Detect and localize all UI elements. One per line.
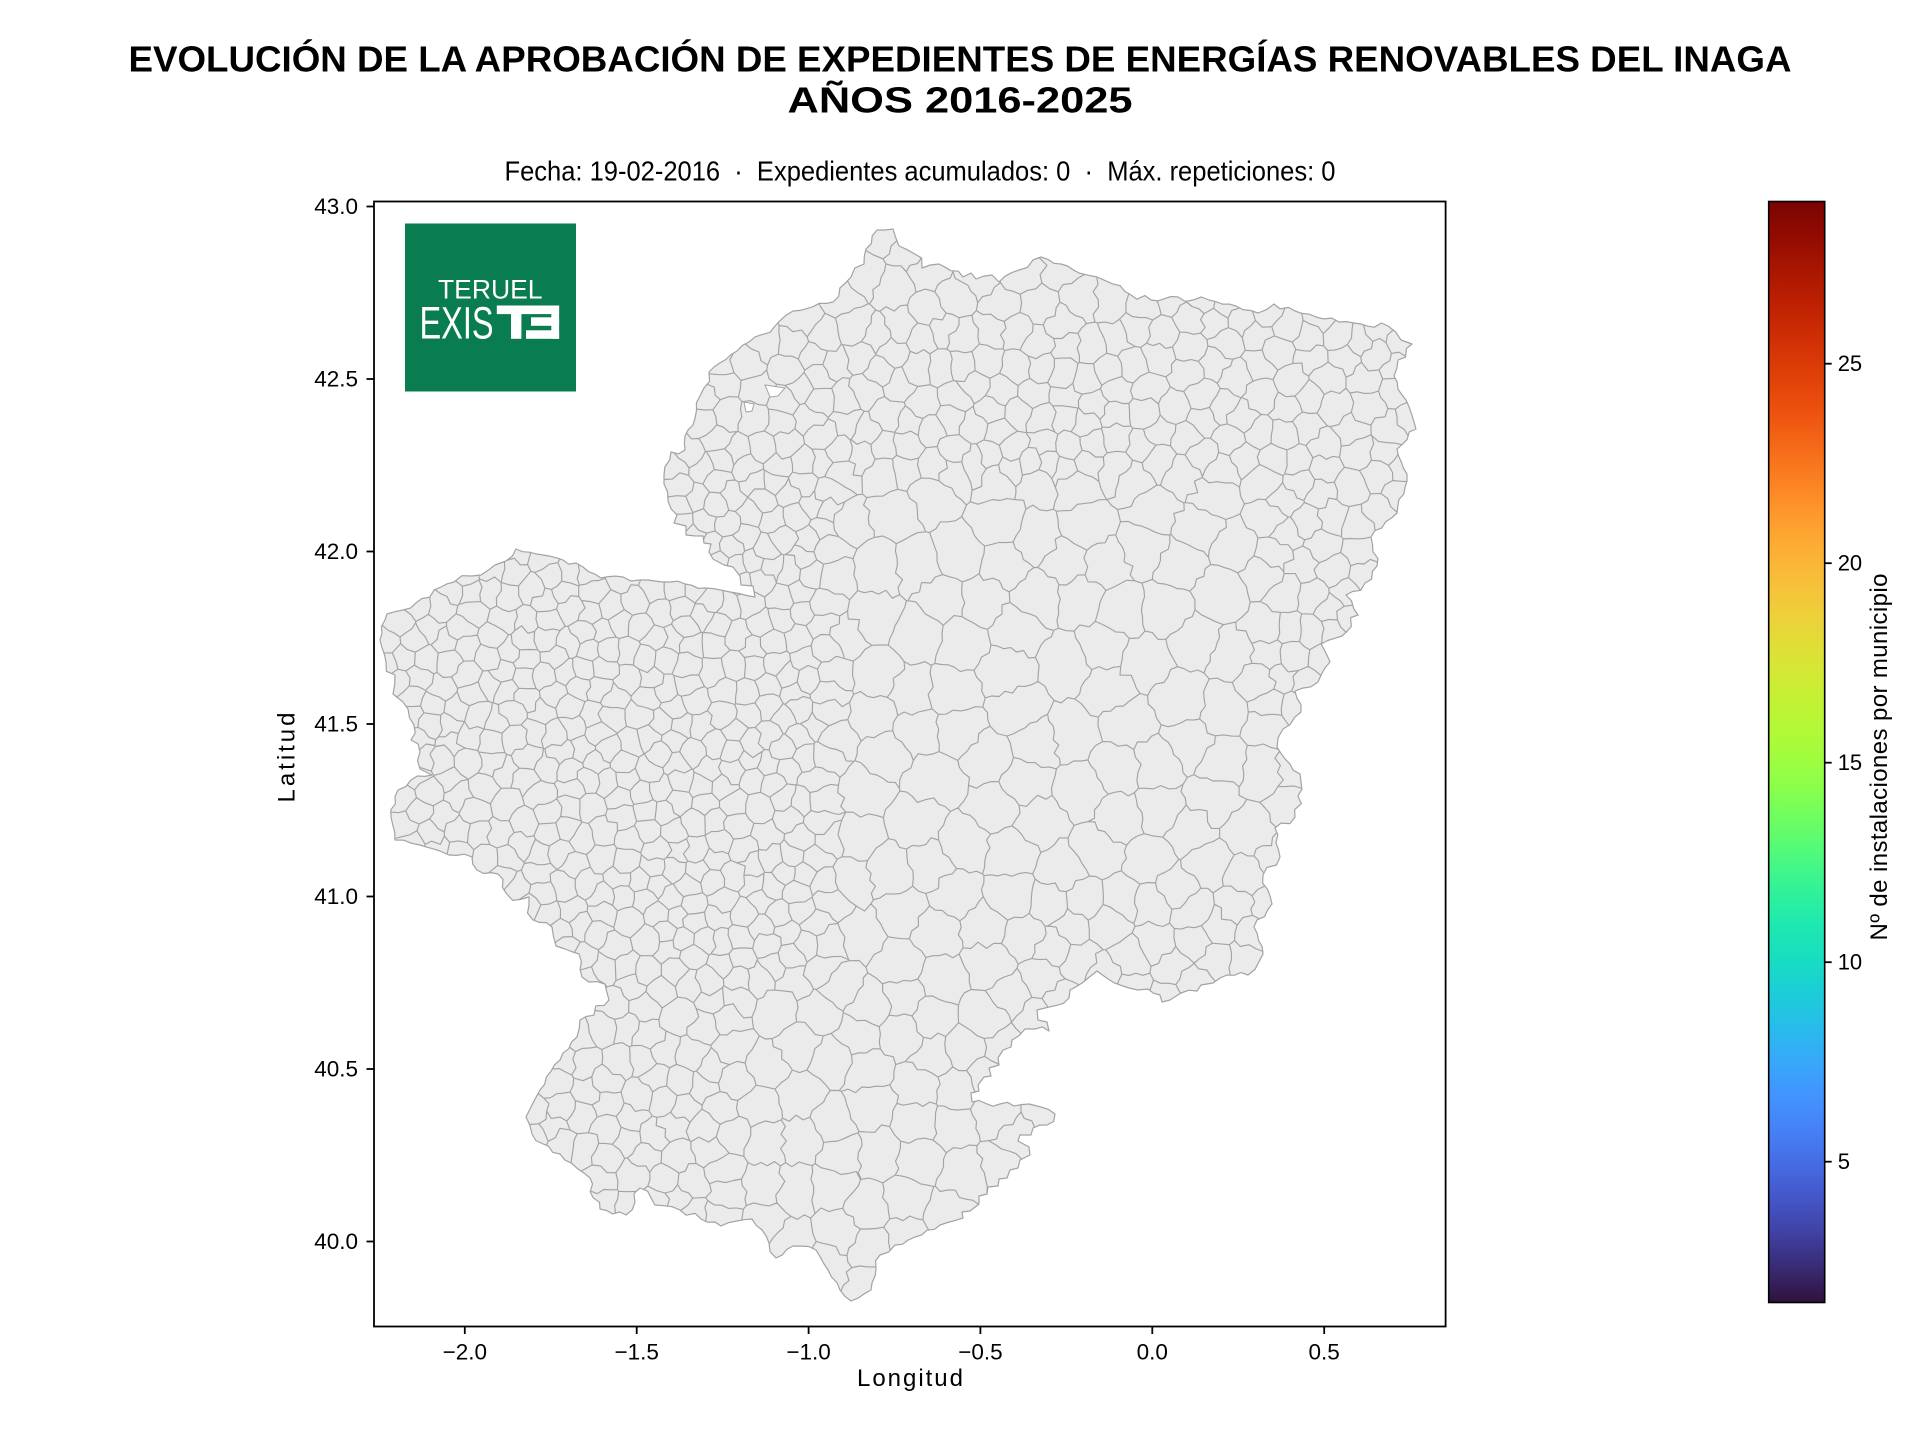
- svg-text:20: 20: [1838, 551, 1862, 576]
- svg-text:25: 25: [1838, 351, 1862, 376]
- svg-text:41.0: 41.0: [314, 884, 358, 909]
- svg-text:40.5: 40.5: [314, 1057, 358, 1082]
- svg-text:−2.0: −2.0: [443, 1340, 487, 1365]
- svg-text:42.0: 42.0: [314, 539, 358, 564]
- svg-text:10: 10: [1838, 950, 1862, 975]
- svg-text:40.0: 40.0: [314, 1229, 358, 1254]
- svg-text:AÑOS 2016-2025: AÑOS 2016-2025: [788, 79, 1133, 121]
- svg-text:43.0: 43.0: [314, 194, 358, 219]
- svg-text:EVOLUCIÓN DE LA APROBACIÓN DE: EVOLUCIÓN DE LA APROBACIÓN DE EXPEDIENTE…: [129, 38, 1792, 80]
- svg-text:42.5: 42.5: [314, 367, 358, 392]
- svg-text:5: 5: [1838, 1149, 1850, 1174]
- svg-text:−1.5: −1.5: [614, 1340, 658, 1365]
- svg-text:0.5: 0.5: [1309, 1340, 1340, 1365]
- svg-text:0.0: 0.0: [1137, 1340, 1168, 1365]
- svg-text:Longitud: Longitud: [857, 1365, 963, 1392]
- svg-text:TERUEL: TERUEL: [438, 274, 543, 304]
- svg-text:−0.5: −0.5: [958, 1340, 1002, 1365]
- svg-text:Nº de instalaciones por munici: Nº de instalaciones por municipio: [1866, 574, 1893, 941]
- svg-text:15: 15: [1838, 750, 1862, 775]
- svg-text:EXIS: EXIS: [420, 298, 494, 349]
- svg-text:41.5: 41.5: [314, 712, 358, 737]
- svg-text:−1.0: −1.0: [786, 1340, 830, 1365]
- svg-text:Fecha: 19-02-2016 · Expedien: Fecha: 19-02-2016 · Expedientes acumulad…: [505, 156, 1336, 187]
